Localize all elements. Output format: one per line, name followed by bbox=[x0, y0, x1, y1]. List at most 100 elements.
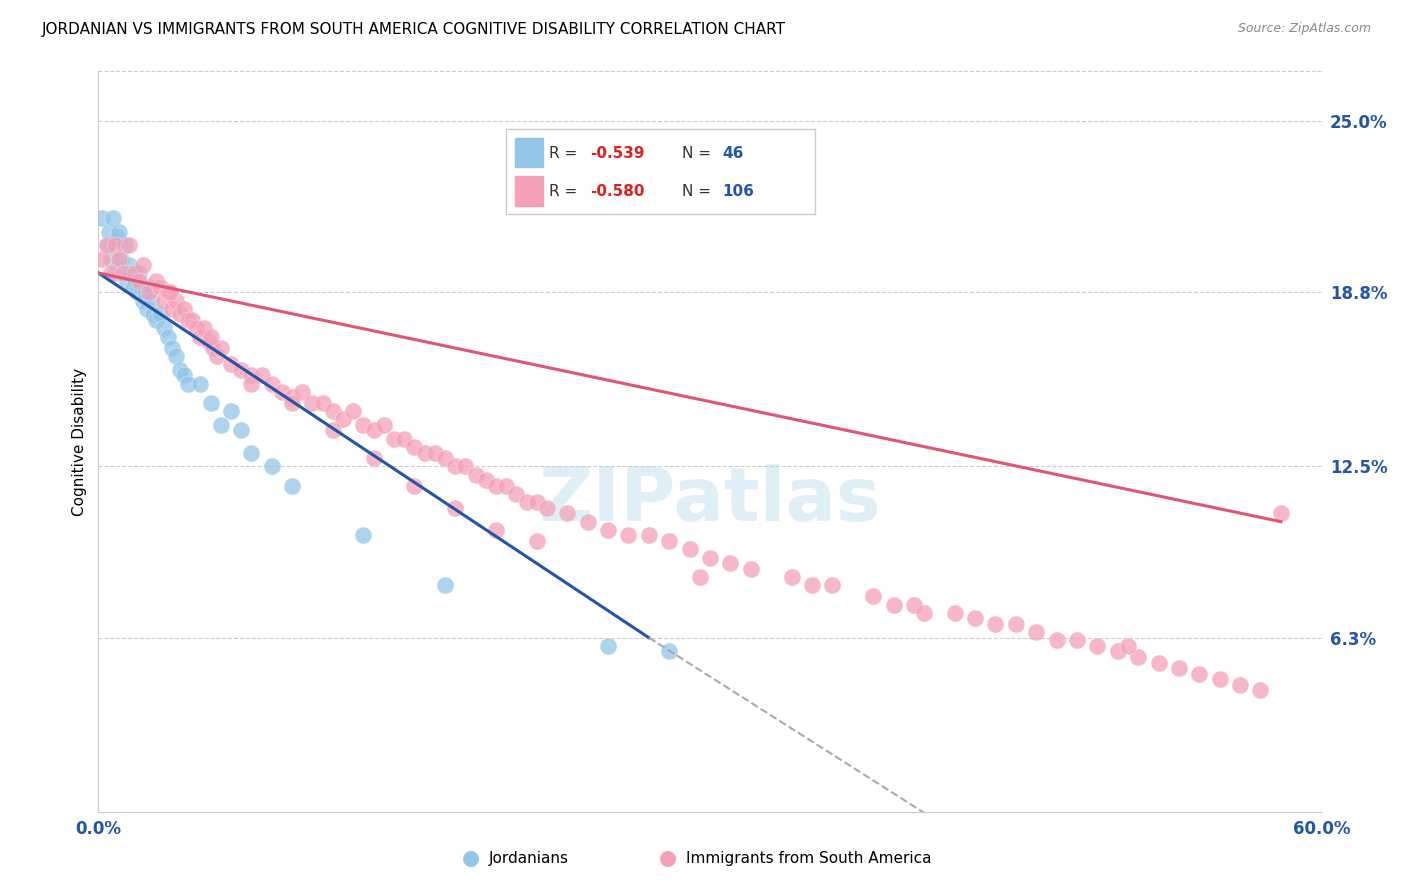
Point bbox=[1147, 656, 1170, 670]
Point bbox=[100, 252, 122, 267]
Point bbox=[134, 285, 156, 300]
Point bbox=[474, 473, 498, 487]
Point bbox=[173, 368, 195, 383]
Point bbox=[1025, 625, 1047, 640]
Point bbox=[464, 467, 486, 482]
Point bbox=[516, 495, 538, 509]
Point bbox=[124, 266, 146, 280]
Point bbox=[363, 451, 385, 466]
Point bbox=[160, 301, 183, 316]
Point bbox=[1085, 639, 1108, 653]
Point bbox=[138, 285, 160, 300]
Text: ZIPatlas: ZIPatlas bbox=[538, 464, 882, 537]
Point bbox=[205, 349, 228, 363]
Point bbox=[352, 528, 374, 542]
Point bbox=[231, 362, 253, 376]
Point bbox=[142, 308, 165, 322]
Text: 46: 46 bbox=[723, 145, 744, 161]
Point bbox=[201, 341, 224, 355]
Text: Jordanians: Jordanians bbox=[489, 851, 569, 865]
Point bbox=[169, 308, 191, 322]
Point bbox=[740, 561, 762, 575]
Point bbox=[219, 357, 242, 371]
Point bbox=[1209, 672, 1232, 686]
Text: JORDANIAN VS IMMIGRANTS FROM SOUTH AMERICA COGNITIVE DISABILITY CORRELATION CHAR: JORDANIAN VS IMMIGRANTS FROM SOUTH AMERI… bbox=[42, 22, 786, 37]
Point bbox=[209, 341, 232, 355]
Point bbox=[332, 412, 354, 426]
Point bbox=[434, 578, 457, 592]
Point bbox=[943, 606, 966, 620]
Point bbox=[188, 376, 212, 391]
Point bbox=[322, 424, 344, 438]
Point bbox=[281, 396, 304, 410]
Point bbox=[780, 570, 803, 584]
Point bbox=[104, 238, 127, 252]
Point bbox=[862, 589, 884, 603]
Point bbox=[382, 432, 405, 446]
Point bbox=[122, 280, 145, 294]
Point bbox=[434, 451, 457, 466]
Point bbox=[281, 390, 304, 404]
Text: -0.580: -0.580 bbox=[589, 184, 644, 199]
Point bbox=[186, 321, 208, 335]
Point bbox=[97, 225, 120, 239]
Text: -0.539: -0.539 bbox=[589, 145, 644, 161]
Text: ●: ● bbox=[463, 848, 479, 868]
Point bbox=[111, 266, 134, 280]
Point bbox=[101, 211, 124, 225]
Point bbox=[720, 556, 742, 570]
Point bbox=[177, 376, 200, 391]
Point bbox=[363, 424, 385, 438]
Point bbox=[658, 644, 681, 658]
Point bbox=[128, 266, 150, 280]
Point bbox=[96, 238, 118, 252]
Point bbox=[1066, 633, 1088, 648]
Point bbox=[485, 523, 508, 537]
Bar bbox=[516, 138, 543, 168]
Point bbox=[526, 495, 548, 509]
Point bbox=[638, 528, 661, 542]
Point bbox=[260, 459, 283, 474]
Point bbox=[149, 308, 172, 322]
Point bbox=[141, 293, 163, 308]
Point bbox=[100, 266, 122, 280]
Point bbox=[984, 616, 1007, 631]
Point bbox=[197, 335, 219, 350]
Point bbox=[156, 285, 179, 300]
Point bbox=[136, 301, 159, 316]
Point bbox=[536, 500, 558, 515]
Y-axis label: Cognitive Disability: Cognitive Disability bbox=[72, 368, 87, 516]
Point bbox=[108, 225, 131, 239]
Point bbox=[145, 313, 167, 327]
Point bbox=[165, 293, 187, 308]
Point bbox=[423, 445, 446, 459]
Point bbox=[699, 550, 721, 565]
Text: Source: ZipAtlas.com: Source: ZipAtlas.com bbox=[1237, 22, 1371, 36]
Point bbox=[965, 611, 987, 625]
Point bbox=[118, 238, 141, 252]
Point bbox=[598, 639, 620, 653]
Point bbox=[373, 417, 395, 432]
Point bbox=[124, 274, 146, 288]
Point bbox=[173, 301, 195, 316]
Point bbox=[159, 285, 181, 300]
Point bbox=[1004, 616, 1026, 631]
Point bbox=[903, 598, 925, 612]
Point bbox=[193, 321, 215, 335]
Point bbox=[108, 252, 131, 267]
Point bbox=[281, 479, 304, 493]
Point bbox=[404, 440, 426, 454]
Point bbox=[138, 280, 160, 294]
Point bbox=[105, 230, 128, 244]
Text: N =: N = bbox=[682, 145, 716, 161]
Point bbox=[91, 211, 114, 225]
Point bbox=[115, 274, 138, 288]
Point bbox=[114, 238, 136, 252]
Point bbox=[120, 266, 142, 280]
Point bbox=[352, 417, 374, 432]
Text: ●: ● bbox=[659, 848, 676, 868]
Point bbox=[219, 404, 242, 418]
Point bbox=[1249, 683, 1271, 698]
Point bbox=[260, 376, 283, 391]
Point bbox=[342, 404, 364, 418]
